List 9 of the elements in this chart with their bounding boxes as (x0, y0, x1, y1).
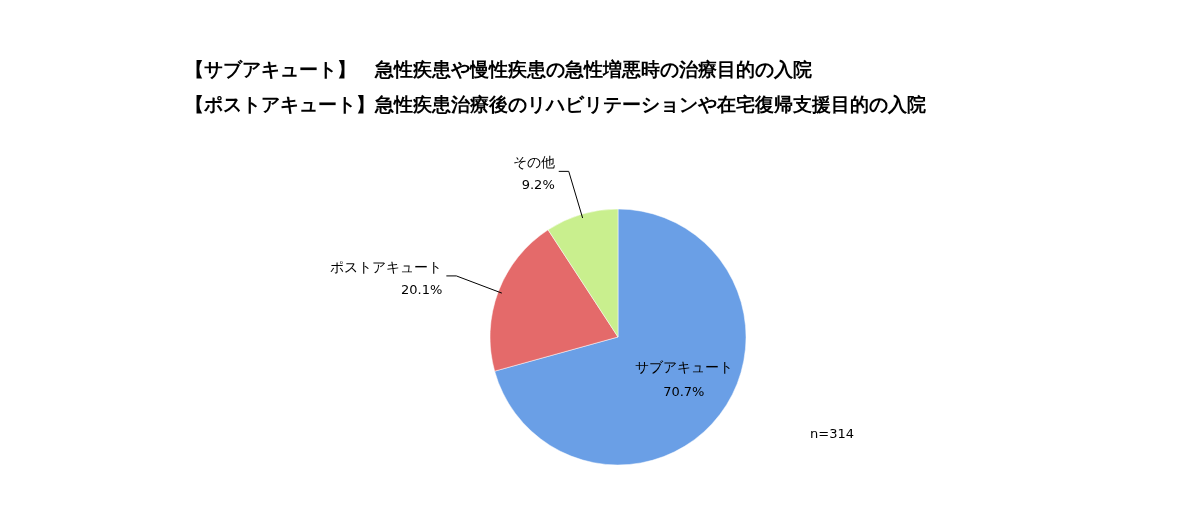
text: n=314 (810, 426, 854, 441)
slice-label: ポストアキュート (330, 258, 443, 275)
data-label: 20.1% (401, 281, 443, 297)
data-label: 70.7% (663, 383, 705, 399)
slice-label: その他 (512, 154, 555, 171)
chart-subtitle: 【ポストアキュート】急性疾患治療後のリハビリテーションや在宅復帰支援目的の入院 (185, 93, 926, 115)
data-label: 9.2% (521, 177, 555, 193)
slice-label: サブアキュート (634, 358, 733, 375)
chart-title: 【サブアキュート】 急性疾患や慢性疾患の急性増悪時の治療目的の入院 (185, 58, 812, 80)
